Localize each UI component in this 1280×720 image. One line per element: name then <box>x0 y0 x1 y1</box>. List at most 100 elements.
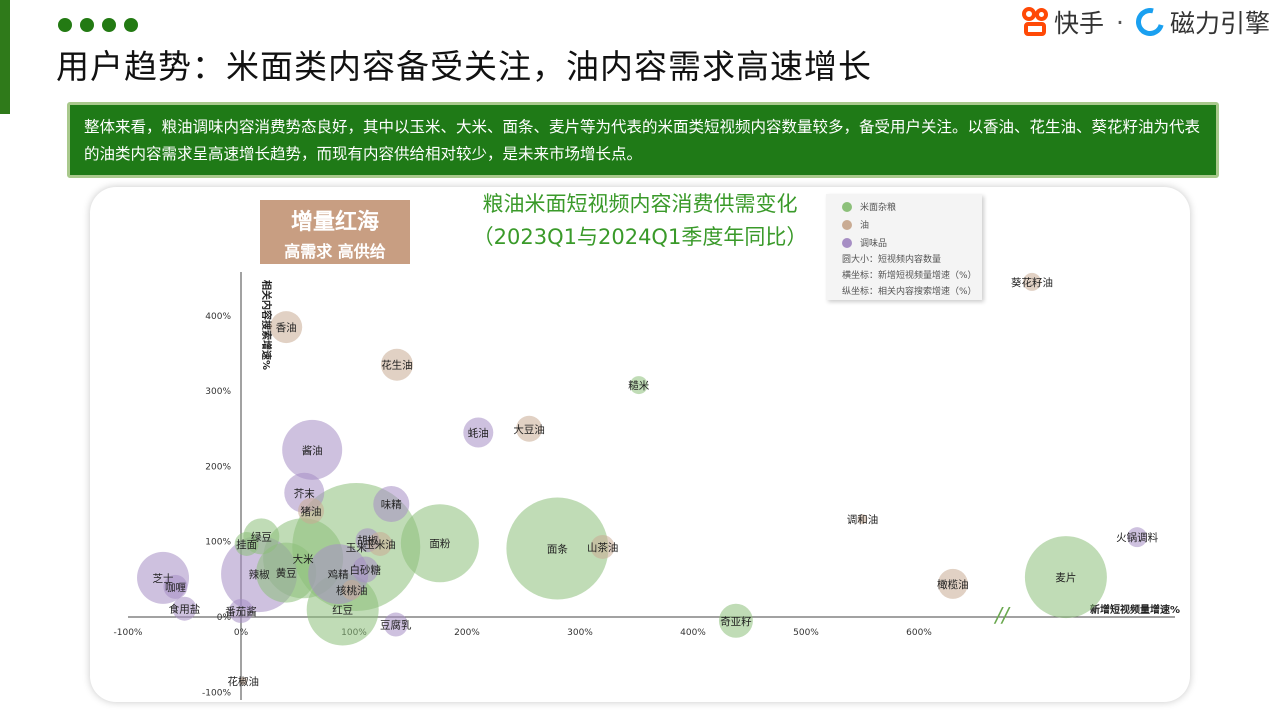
legend-swatch-icon <box>842 219 852 230</box>
dot-icon <box>102 18 116 32</box>
bubble-label: 香油 <box>276 321 297 334</box>
bubble-label: 玉米 <box>346 541 367 554</box>
x-axis-label: 新增短视频量增速% <box>1090 603 1180 616</box>
legend-note-size: 圆大小：短视频内容数量 <box>842 255 942 265</box>
chart-legend: 米面杂粮 油 调味品 圆大小：短视频内容数量 横坐标：新增短视频量增速（%） 纵… <box>826 194 982 300</box>
bubble-label: 面粉 <box>429 537 450 550</box>
page-title: 用户趋势：米面类内容备受关注，油内容需求高速增长 <box>56 47 872 86</box>
bubble-label: 芝士 <box>153 572 174 585</box>
dot-icon <box>80 18 94 32</box>
chart-title-line2: （2023Q1与2024Q1季度年同比） <box>472 225 808 249</box>
badge-subtitle: 高需求 高供给 <box>284 242 386 261</box>
bubble-面粉 <box>400 504 479 583</box>
x-tick-label: 400% <box>680 628 706 638</box>
bubble-葵花籽油 <box>1023 272 1041 291</box>
bubble-麦片 <box>1024 536 1107 619</box>
y-axis-label: 相关内容搜索增速% <box>260 280 273 370</box>
bubble-label: 奇亚籽 <box>720 615 752 628</box>
bubble-label: 味精 <box>381 498 402 511</box>
bubble-豆腐乳 <box>383 612 408 637</box>
bubble-面条 <box>506 497 609 600</box>
bubble-白砂糖 <box>352 556 379 583</box>
bubble-label: 挂面 <box>236 538 257 551</box>
y-tick-label: 0% <box>217 613 232 623</box>
bubble-调和油 <box>857 514 868 525</box>
kuaishou-logo-text: 快手 <box>1054 9 1105 38</box>
bubble-大豆油 <box>516 415 543 442</box>
bubble-label: 玉米油 <box>364 538 396 551</box>
y-tick-label: 100% <box>205 538 231 548</box>
bubble-label: 调和油 <box>847 513 879 526</box>
dot-icon <box>124 18 138 32</box>
accent-side-bar <box>0 0 10 114</box>
x-tick-label: 500% <box>793 628 819 638</box>
bubble-玉米油 <box>367 531 392 556</box>
legend-note-y: 纵坐标：相关内容搜索增速（%） <box>842 287 977 297</box>
legend-swatch-icon <box>842 237 852 248</box>
bubble-糙米 <box>629 376 648 395</box>
y-tick-label: 400% <box>205 312 231 322</box>
bubble-label: 蚝油 <box>468 427 489 440</box>
bubble-蚝油 <box>463 417 494 448</box>
bubble-食用盐 <box>172 596 197 621</box>
x-tick-label: 200% <box>454 628 480 638</box>
bubble-label: 葵花籽油 <box>1011 276 1053 289</box>
bubble-咖喱 <box>163 574 188 599</box>
bubble-黄豆 <box>256 542 317 603</box>
bubble-香油 <box>270 311 303 344</box>
badge-title: 增量红海 <box>290 210 379 235</box>
bubble-label: 食用盐 <box>169 603 201 616</box>
bubble-挂面 <box>234 531 259 556</box>
y-tick-label: 200% <box>205 462 231 472</box>
kuaishou-logo-icon <box>1022 7 1050 37</box>
bubble-橄榄油 <box>937 568 968 599</box>
y-tick-label: -100% <box>202 688 231 698</box>
cili-logo-text: 磁力引擎 <box>1169 9 1270 38</box>
bubble-label: 麦片 <box>1055 571 1076 584</box>
x-tick-label: 0% <box>234 628 249 638</box>
legend-note-x: 横坐标：新增短视频量增速（%） <box>842 271 977 281</box>
dot-icon <box>58 18 72 32</box>
legend-item-oil: 油 <box>842 218 869 231</box>
bubble-label: 红豆 <box>332 603 353 616</box>
bubble-label: 黄豆 <box>276 567 297 580</box>
bubble-label: 大米 <box>293 552 314 565</box>
bubble-label: 绿豆 <box>251 530 272 543</box>
chart-title-line1: 粮油米面短视频内容消费供需变化 <box>482 192 798 216</box>
legend-item-grain: 米面杂粮 <box>842 200 896 213</box>
bubble-label: 咖喱 <box>165 582 186 594</box>
bubble-label: 豆腐乳 <box>380 619 412 632</box>
bubble-label: 面条 <box>547 542 568 555</box>
bubble-label: 芥末 <box>294 487 315 500</box>
bubble-奇亚籽 <box>718 603 753 638</box>
bubble-味精 <box>373 486 410 523</box>
bubble-花椒油 <box>239 677 248 686</box>
legend-label: 调味品 <box>860 239 888 249</box>
bubble-花生油 <box>380 348 413 381</box>
bubble-番茄酱 <box>229 598 253 623</box>
legend-item-spice: 调味品 <box>842 236 887 249</box>
legend-swatch-icon <box>842 201 852 212</box>
bubble-猪油 <box>298 497 325 524</box>
bubble-酱油 <box>282 419 343 480</box>
bubble-label: 酱油 <box>302 444 323 457</box>
bubble-label: 辣椒 <box>249 568 270 581</box>
bubble-label: 大豆油 <box>513 423 545 436</box>
bubble-label: 花椒油 <box>228 675 260 688</box>
quadrant-badge: 增量红海 高需求 高供给 <box>260 200 410 264</box>
bubble-核桃油 <box>341 579 362 600</box>
bubble-label: 胡椒 <box>357 534 378 547</box>
bubble-label: 猪油 <box>301 505 322 518</box>
legend-label: 油 <box>860 221 870 231</box>
bubble-label: 鸡精 <box>328 568 349 581</box>
brand-logos: 快手 · 磁力引擎 <box>1022 2 1270 42</box>
bubble-label: 山茶油 <box>587 541 619 554</box>
summary-box: 整体来看，粮油调味内容消费势态良好，其中以玉米、大米、面条、麦片等为代表的米面类… <box>67 102 1219 178</box>
bubble-山茶油 <box>590 534 615 559</box>
bubble-label: 橄榄油 <box>937 578 969 591</box>
axis-break-mark: // <box>993 603 1011 627</box>
logo-separator: · <box>1116 7 1124 37</box>
chart-title: 粮油米面短视频内容消费供需变化 （2023Q1与2024Q1季度年同比） <box>420 188 860 254</box>
title-dots <box>58 18 138 32</box>
